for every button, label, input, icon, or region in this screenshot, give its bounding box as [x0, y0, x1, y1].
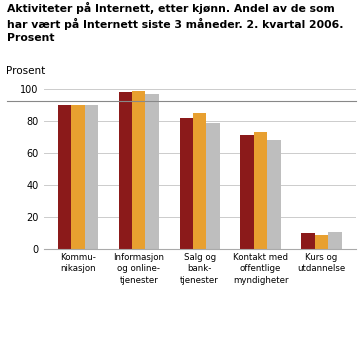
Bar — [315, 235, 328, 249]
Bar — [58, 105, 71, 249]
Bar — [119, 92, 132, 249]
Bar — [206, 122, 220, 249]
Bar — [85, 105, 98, 249]
Bar — [71, 105, 85, 249]
Text: Aktiviteter på Internett, etter kjønn. Andel av de som
har vært på Internett sis: Aktiviteter på Internett, etter kjønn. A… — [7, 2, 344, 43]
Bar — [180, 118, 193, 249]
Bar — [328, 232, 342, 249]
Text: Prosent: Prosent — [6, 66, 45, 76]
Bar — [146, 94, 159, 249]
Bar — [240, 136, 254, 249]
Bar — [254, 132, 267, 249]
Bar — [193, 113, 206, 249]
Bar — [267, 140, 281, 249]
Bar — [301, 233, 315, 249]
Bar — [132, 91, 146, 249]
